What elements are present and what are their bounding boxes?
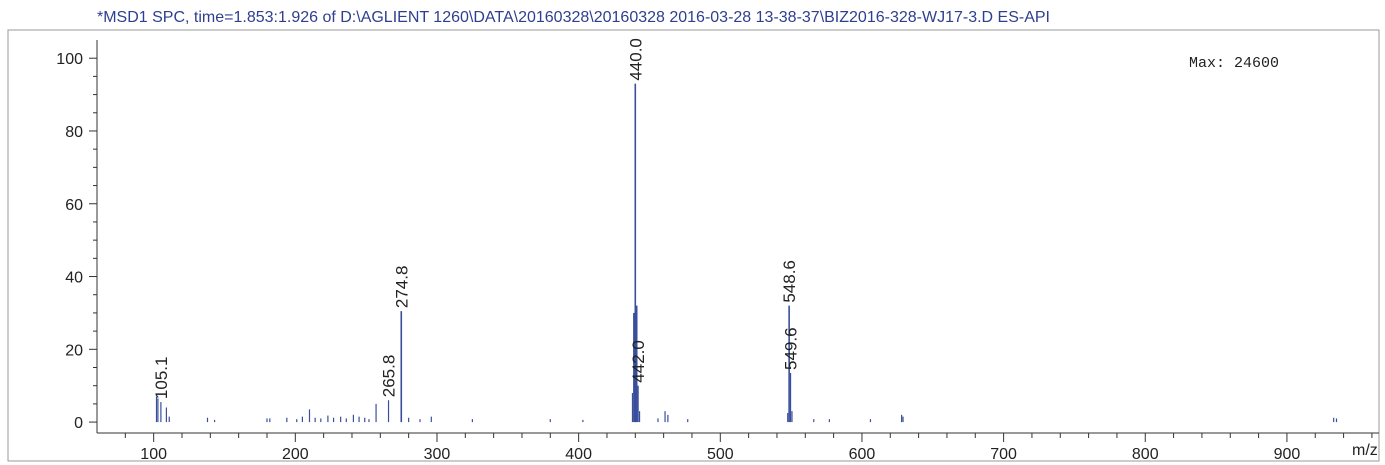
peak-label: 105.1 — [152, 357, 171, 400]
peak-label: 274.8 — [392, 266, 411, 309]
peak-label: 440.0 — [626, 38, 645, 81]
x-tick-label: 800 — [1132, 446, 1159, 463]
peak-label: 549.6 — [782, 327, 801, 370]
peak-label: 265.8 — [380, 355, 399, 398]
plot-frame — [7, 29, 1380, 462]
peak-label: 442.0 — [629, 340, 648, 383]
x-tick-label: 200 — [282, 446, 309, 463]
chart-title: *MSD1 SPC, time=1.853:1.926 of D:\AGLIEN… — [97, 9, 1050, 26]
peak-label: 548.6 — [780, 260, 799, 303]
y-tick-label: 80 — [65, 124, 83, 141]
x-tick-label: 600 — [849, 446, 876, 463]
x-axis-label: m/z — [1352, 442, 1378, 459]
peak-labels: 105.1 265.8 274.8 440.0 442.0 548.6 549.6 — [152, 38, 801, 399]
y-tick-label: 40 — [65, 270, 83, 287]
y-ticks: 0 20 40 60 80 100 — [56, 51, 97, 432]
x-tick-label: 300 — [424, 446, 451, 463]
minor-ticks — [93, 75, 1373, 438]
y-tick-label: 100 — [56, 51, 83, 68]
x-ticks: 100 200 300 400 500 600 700 800 900 — [140, 433, 1300, 463]
max-intensity-label: Max: 24600 — [1189, 55, 1279, 72]
x-tick-label: 900 — [1274, 446, 1301, 463]
y-tick-label: 20 — [65, 342, 83, 359]
x-tick-label: 400 — [565, 446, 592, 463]
x-tick-label: 500 — [707, 446, 734, 463]
x-tick-label: 700 — [990, 446, 1017, 463]
x-tick-label: 100 — [140, 446, 167, 463]
y-tick-label: 0 — [74, 415, 83, 432]
spectrum-peaks — [155, 83, 1338, 423]
y-tick-label: 60 — [65, 197, 83, 214]
